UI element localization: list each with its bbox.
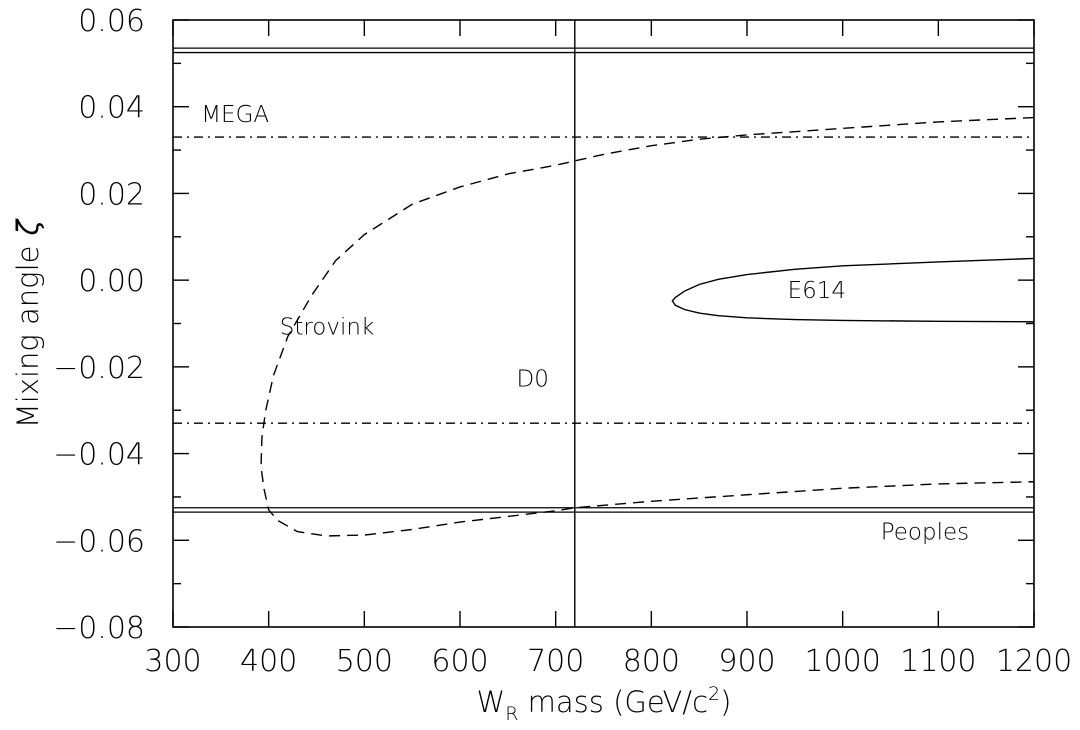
x-tick-label: 900 [718, 644, 775, 679]
x-axis-title-rest: mass (GeV/c [518, 685, 708, 719]
x-tick-label: 300 [144, 644, 201, 679]
x-tick-label: 700 [527, 644, 584, 679]
y-tick-label: 0.04 [78, 91, 145, 126]
x-tick-label: 600 [431, 644, 488, 679]
x-axis-title-sup: 2 [708, 683, 720, 705]
annotation-label: E614 [788, 278, 846, 304]
annotation-label: Peoples [881, 519, 969, 545]
x-tick-label: 1000 [804, 644, 880, 679]
annotation-label: Strovink [280, 314, 375, 340]
series-6-line [671, 257, 1035, 323]
y-axis-title-symbol: ζ [11, 218, 45, 237]
y-tick-label: −0.04 [53, 438, 145, 473]
y-tick-label: −0.02 [53, 351, 145, 386]
x-tick-label: 800 [623, 644, 680, 679]
y-tick-label: −0.06 [53, 524, 145, 559]
series-5-line [260, 116, 1035, 537]
axis-ticks [172, 19, 1035, 628]
y-tick-label: −0.08 [53, 611, 145, 646]
y-axis-title-text: Mixing angle [11, 246, 45, 429]
x-axis-title-sub: R [505, 703, 518, 725]
x-tick-label: 1100 [900, 644, 976, 679]
y-tick-label: 0.02 [78, 177, 145, 212]
y-axis-title: Mixing angle ζ [11, 218, 45, 429]
x-tick-label: 400 [240, 644, 297, 679]
annotation-label: MEGA [201, 102, 269, 128]
x-axis-title-close: ) [720, 685, 731, 719]
annotation-label: D0 [517, 366, 549, 392]
y-tick-label: 0.06 [78, 4, 145, 39]
y-tick-label: 0.00 [78, 264, 145, 299]
x-tick-label: 1200 [996, 644, 1072, 679]
plot-lines [173, 20, 1035, 627]
x-axis-title: WR mass (GeV/c2) [477, 683, 732, 725]
annotations: MEGA Strovink D0 E614 Peoples [201, 102, 969, 546]
x-axis-title-main: W [477, 685, 506, 719]
tick-labels: 300 400 500 600 700 800 900 1000 1100 1200 0.06 0.0… [53, 4, 1072, 679]
x-tick-label: 500 [336, 644, 393, 679]
